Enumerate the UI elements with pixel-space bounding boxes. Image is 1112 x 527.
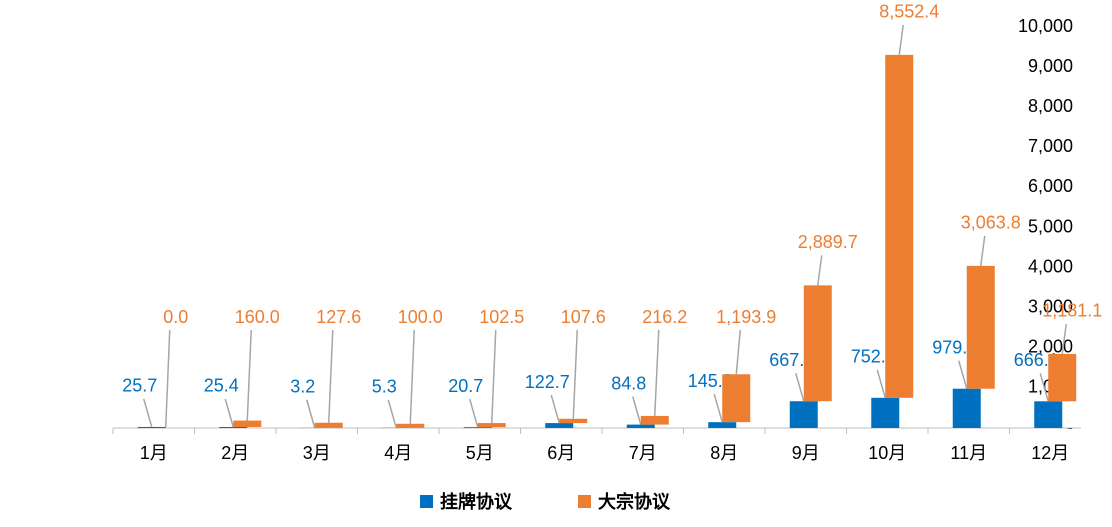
leader-line bbox=[410, 330, 414, 424]
leader-line bbox=[247, 330, 251, 421]
bar bbox=[219, 427, 247, 428]
y-tick-label: 6,000 bbox=[1028, 176, 1073, 196]
leader-line bbox=[388, 400, 396, 428]
bar bbox=[464, 427, 492, 428]
x-tick-label: 11月 bbox=[950, 443, 987, 463]
data-label: 1,193.9 bbox=[716, 307, 776, 327]
x-tick-label: 3月 bbox=[303, 443, 331, 463]
data-label: 100.0 bbox=[398, 307, 443, 327]
legend-swatch bbox=[420, 495, 433, 508]
leader-line bbox=[551, 395, 559, 423]
bar bbox=[641, 416, 669, 425]
bar bbox=[545, 423, 573, 428]
bar bbox=[233, 421, 261, 427]
leader-line bbox=[899, 25, 903, 55]
x-tick-label: 6月 bbox=[547, 443, 575, 463]
bar bbox=[871, 398, 899, 428]
leader-line bbox=[329, 330, 333, 423]
y-tick-label: 10,000 bbox=[1018, 16, 1073, 36]
data-label: 102.5 bbox=[479, 307, 524, 327]
bar bbox=[1048, 354, 1076, 401]
data-label: 122.7 bbox=[525, 372, 570, 392]
x-tick-label: 12月 bbox=[1031, 443, 1069, 463]
leader-line bbox=[877, 370, 885, 398]
bar bbox=[559, 419, 587, 423]
y-tick-label: 7,000 bbox=[1028, 136, 1073, 156]
bar bbox=[138, 427, 166, 428]
legend-label: 大宗协议 bbox=[598, 491, 671, 513]
bar bbox=[708, 422, 736, 428]
data-label: 0.0 bbox=[163, 307, 188, 327]
data-label: 3,063.8 bbox=[961, 213, 1021, 233]
bar bbox=[967, 266, 995, 389]
data-label: 2,889.7 bbox=[798, 232, 858, 252]
leader-line bbox=[714, 394, 722, 422]
data-label: 216.2 bbox=[642, 307, 687, 327]
x-tick-label: 10月 bbox=[868, 443, 906, 463]
leader-line bbox=[492, 330, 496, 423]
data-label: 20.7 bbox=[448, 376, 483, 396]
bar bbox=[627, 425, 655, 428]
data-label: 3.2 bbox=[290, 377, 315, 397]
bar bbox=[722, 374, 750, 422]
leader-line bbox=[307, 400, 315, 428]
data-label: 127.6 bbox=[316, 307, 361, 327]
data-label: 5.3 bbox=[372, 377, 397, 397]
bar bbox=[885, 55, 913, 398]
leader-line bbox=[633, 397, 641, 425]
leader-line bbox=[981, 236, 985, 266]
y-tick-label: 5,000 bbox=[1028, 216, 1073, 236]
bar bbox=[804, 285, 832, 401]
bar bbox=[1034, 401, 1062, 428]
data-label: 160.0 bbox=[235, 307, 280, 327]
legend-swatch bbox=[578, 495, 591, 508]
leader-line bbox=[225, 399, 233, 427]
leader-line bbox=[470, 399, 478, 427]
data-label: 8,552.4 bbox=[879, 2, 939, 22]
leader-line bbox=[959, 361, 967, 389]
bar bbox=[396, 424, 424, 428]
data-label: 25.7 bbox=[122, 376, 157, 396]
leader-line bbox=[796, 373, 804, 401]
leader-line bbox=[736, 330, 740, 374]
leader-line bbox=[573, 330, 577, 419]
x-tick-label: 2月 bbox=[221, 443, 249, 463]
data-label: 107.6 bbox=[561, 307, 606, 327]
data-label: 1,181.1 bbox=[1042, 301, 1102, 321]
leader-line bbox=[144, 399, 152, 427]
bar bbox=[953, 389, 981, 428]
bar bbox=[790, 401, 818, 428]
leader-line bbox=[166, 330, 170, 427]
y-tick-label: 4,000 bbox=[1028, 256, 1073, 276]
x-tick-label: 5月 bbox=[466, 443, 494, 463]
y-tick-label: - bbox=[1067, 417, 1073, 437]
leader-line bbox=[818, 255, 822, 285]
legend-label: 挂牌协议 bbox=[440, 491, 513, 513]
x-tick-label: 8月 bbox=[710, 443, 738, 463]
x-tick-label: 7月 bbox=[629, 443, 657, 463]
data-label: 25.4 bbox=[204, 376, 239, 396]
leader-line bbox=[655, 330, 659, 416]
x-tick-label: 4月 bbox=[384, 443, 412, 463]
bar bbox=[315, 423, 343, 428]
data-label: 84.8 bbox=[611, 373, 646, 393]
x-tick-label: 9月 bbox=[792, 443, 820, 463]
y-tick-label: 9,000 bbox=[1028, 56, 1073, 76]
y-tick-label: 8,000 bbox=[1028, 96, 1073, 116]
bar bbox=[478, 423, 506, 427]
x-tick-label: 1月 bbox=[140, 443, 168, 463]
